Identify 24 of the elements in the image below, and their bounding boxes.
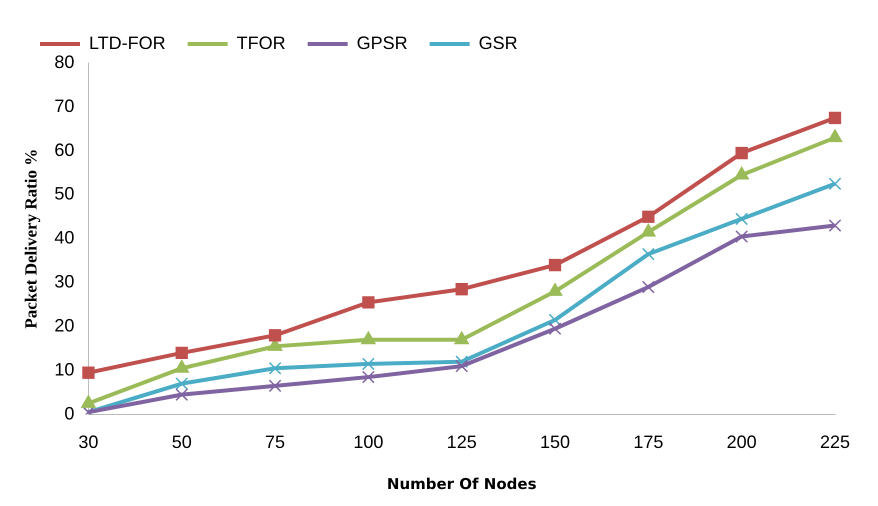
- y-tick-label: 80: [54, 52, 74, 72]
- x-tick-label: 50: [172, 432, 192, 452]
- y-tick-label: 70: [54, 96, 74, 116]
- x-tick-label: 225: [820, 432, 850, 452]
- y-tick-label: 40: [54, 228, 74, 248]
- x-tick-label: 75: [265, 432, 286, 452]
- legend-label: GPSR: [356, 32, 408, 53]
- legend-label: LTD-FOR: [89, 32, 166, 53]
- x-tick-label: 30: [78, 432, 98, 452]
- x-axis-title: Number Of Nodes: [386, 474, 537, 493]
- x-tick-label: 150: [540, 432, 570, 452]
- legend-label: GSR: [478, 32, 518, 53]
- y-tick-label: 30: [54, 272, 74, 292]
- y-tick-label: 60: [54, 140, 74, 160]
- x-tick-label: 125: [446, 432, 477, 452]
- x-tick-label: 200: [726, 432, 757, 452]
- y-tick-label: 50: [54, 184, 74, 204]
- legend-label: TFOR: [236, 32, 286, 53]
- y-axis-title: Packet Delivery Ratio %: [22, 148, 41, 329]
- y-tick-label: 20: [54, 316, 74, 336]
- x-tick-label: 175: [633, 432, 664, 452]
- y-tick-label: 0: [64, 403, 74, 424]
- x-tick-label: 100: [353, 432, 384, 452]
- y-tick-label: 10: [54, 359, 74, 380]
